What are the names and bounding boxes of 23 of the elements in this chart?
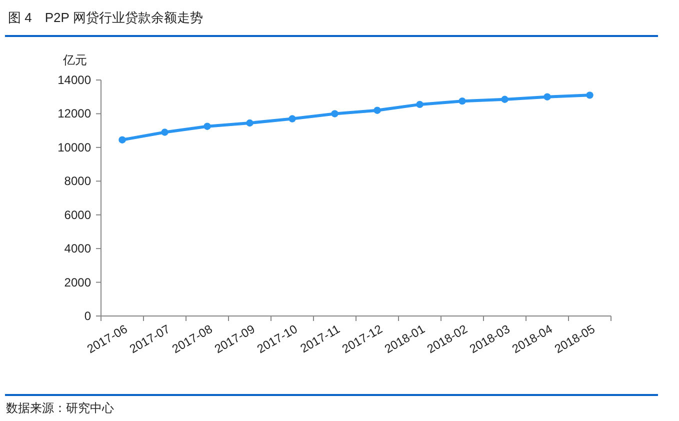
point <box>416 100 424 108</box>
point <box>288 115 296 122</box>
chart-title: 图 4 P2P 网贷行业贷款余额走势 <box>8 10 203 25</box>
y-tick-label: 6000 <box>64 208 92 222</box>
point <box>374 106 381 114</box>
point <box>586 92 594 99</box>
y-axis-title: 亿元 <box>62 53 87 67</box>
y-tick-label: 2000 <box>64 275 92 290</box>
y-tick-label: 8000 <box>64 174 92 188</box>
point <box>204 122 211 130</box>
y-tick-label: 10000 <box>58 140 92 154</box>
point <box>544 93 551 100</box>
y-tick-label: 12000 <box>58 106 92 121</box>
y-tick-label: 0 <box>84 309 92 323</box>
point <box>118 136 126 144</box>
point <box>458 97 466 105</box>
source-note: 数据来源：研究中心 <box>6 401 114 415</box>
y-tick-label: 4000 <box>64 242 92 256</box>
point <box>246 119 254 127</box>
point <box>161 128 168 136</box>
y-tick-label: 14000 <box>58 73 92 87</box>
point <box>331 110 338 118</box>
point <box>501 96 508 103</box>
